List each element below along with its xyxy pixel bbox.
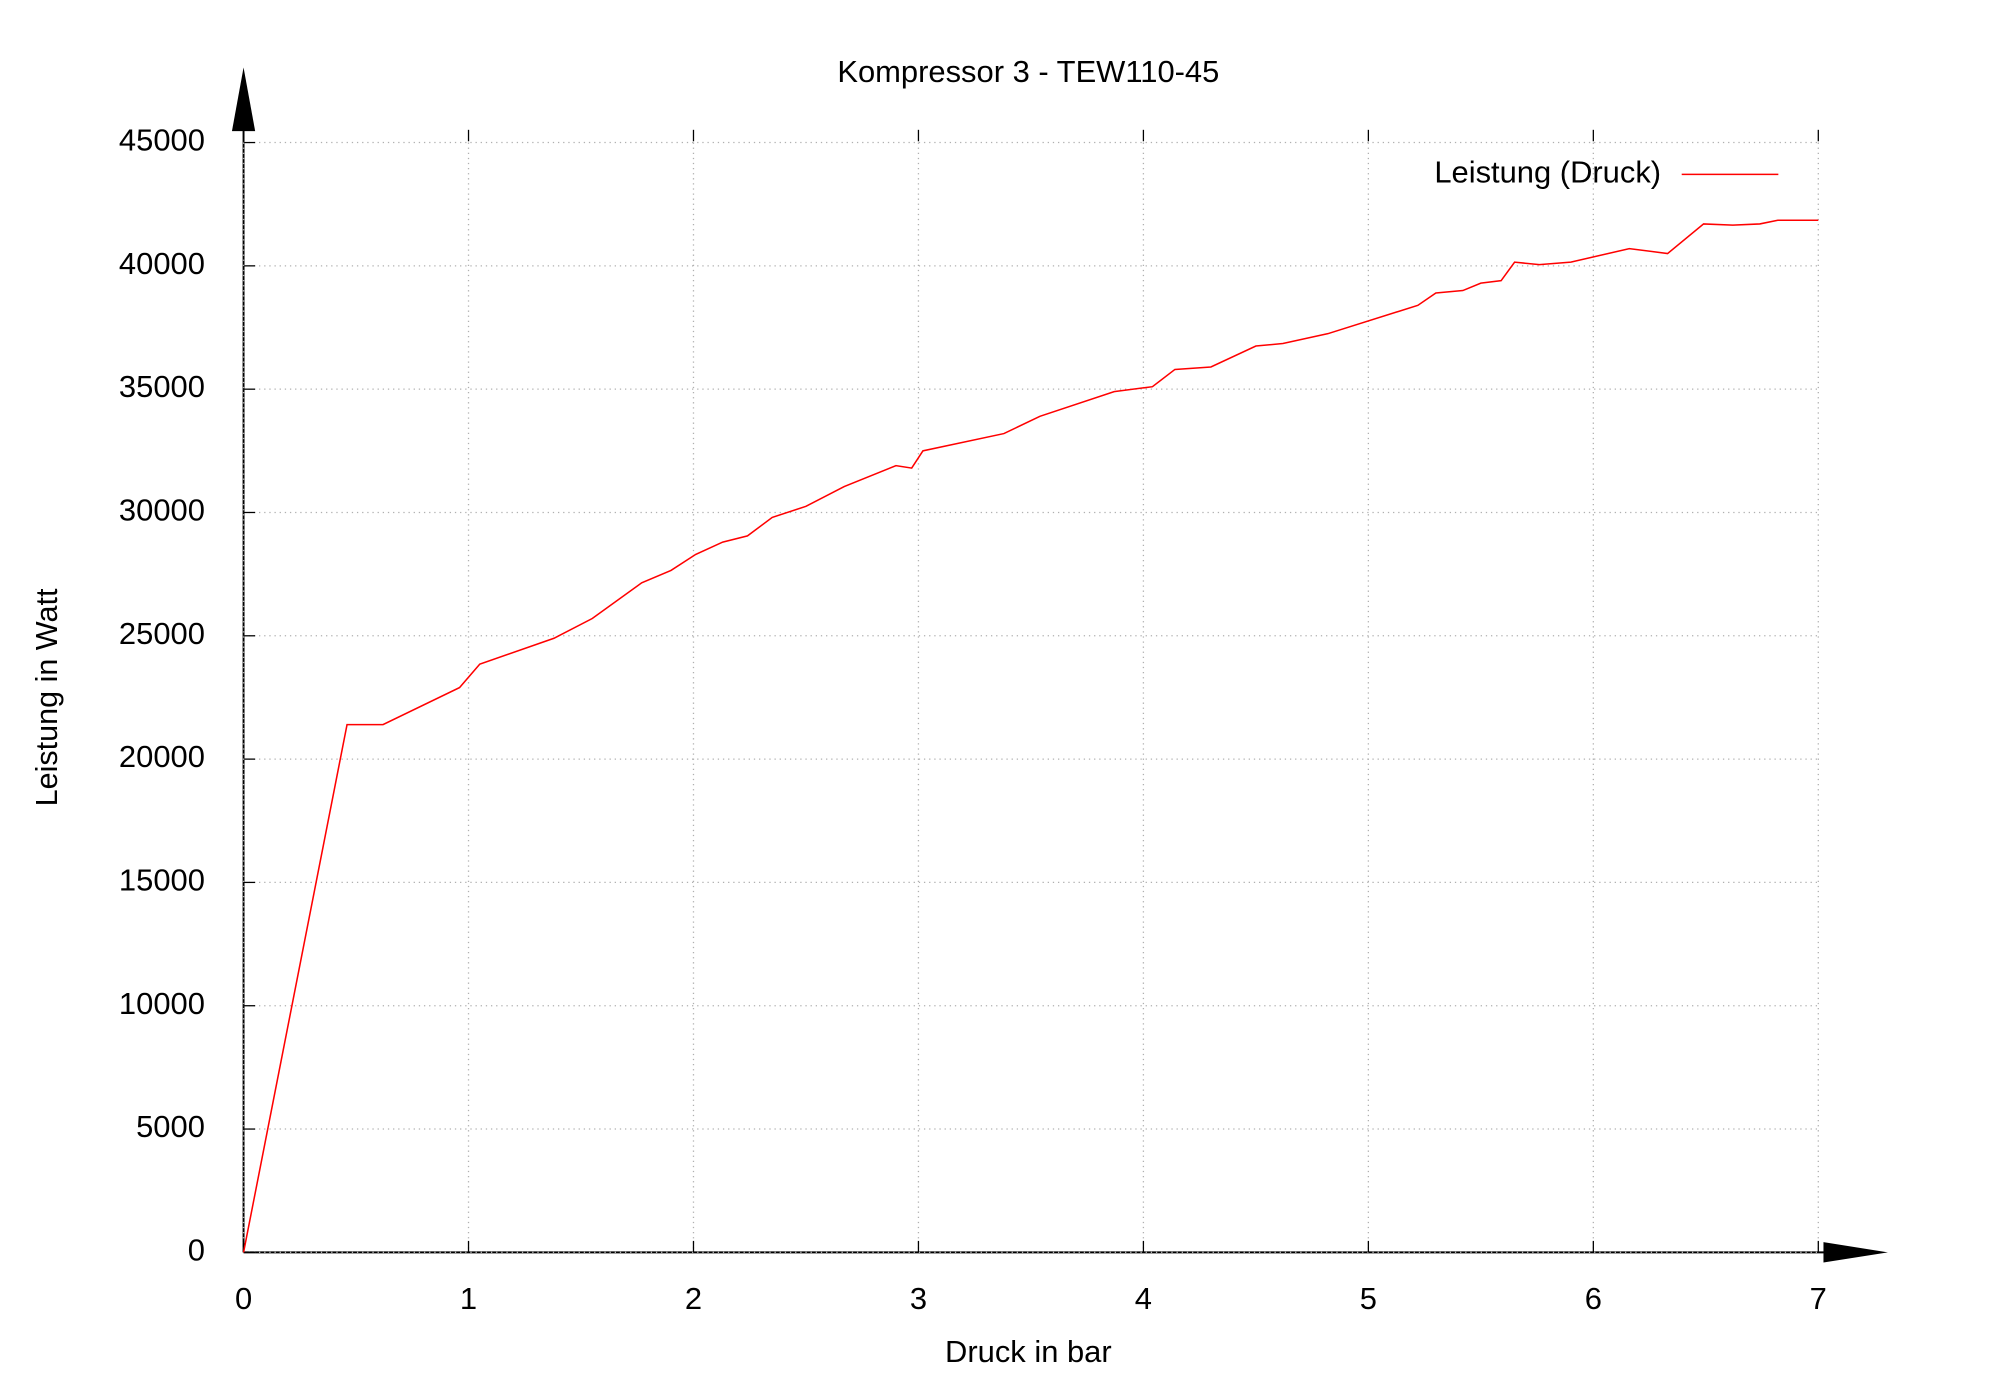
x-tick-label: 4 — [1135, 1281, 1152, 1316]
x-tick-label: 7 — [1810, 1281, 1827, 1316]
x-axis-label: Druck in bar — [945, 1334, 1112, 1369]
y-tick-label: 35000 — [119, 369, 205, 404]
y-axis-label: Leistung in Watt — [29, 588, 64, 806]
x-tick-label: 1 — [460, 1281, 477, 1316]
x-tick-label: 3 — [910, 1281, 927, 1316]
y-tick-label: 15000 — [119, 863, 205, 898]
y-tick-label: 0 — [188, 1233, 205, 1268]
y-tick-label: 10000 — [119, 986, 205, 1021]
y-tick-label: 40000 — [119, 246, 205, 281]
data-line — [242, 219, 1819, 1253]
x-tick-label: 2 — [685, 1281, 702, 1316]
y-tick-label: 20000 — [119, 739, 205, 774]
y-tick-label: 5000 — [136, 1109, 205, 1144]
y-tick-label: 25000 — [119, 616, 205, 651]
y-tick-label: 45000 — [119, 123, 205, 158]
x-tick-label: 6 — [1585, 1281, 1602, 1316]
y-tick-label: 30000 — [119, 493, 205, 528]
chart-title: Kompressor 3 - TEW110-45 — [837, 54, 1219, 89]
x-axis-arrow — [1823, 1242, 1888, 1263]
legend-label: Leistung (Druck) — [1434, 155, 1661, 190]
x-tick-label: 0 — [235, 1281, 252, 1316]
y-axis-arrow — [231, 67, 256, 132]
x-tick-label: 5 — [1360, 1281, 1377, 1316]
